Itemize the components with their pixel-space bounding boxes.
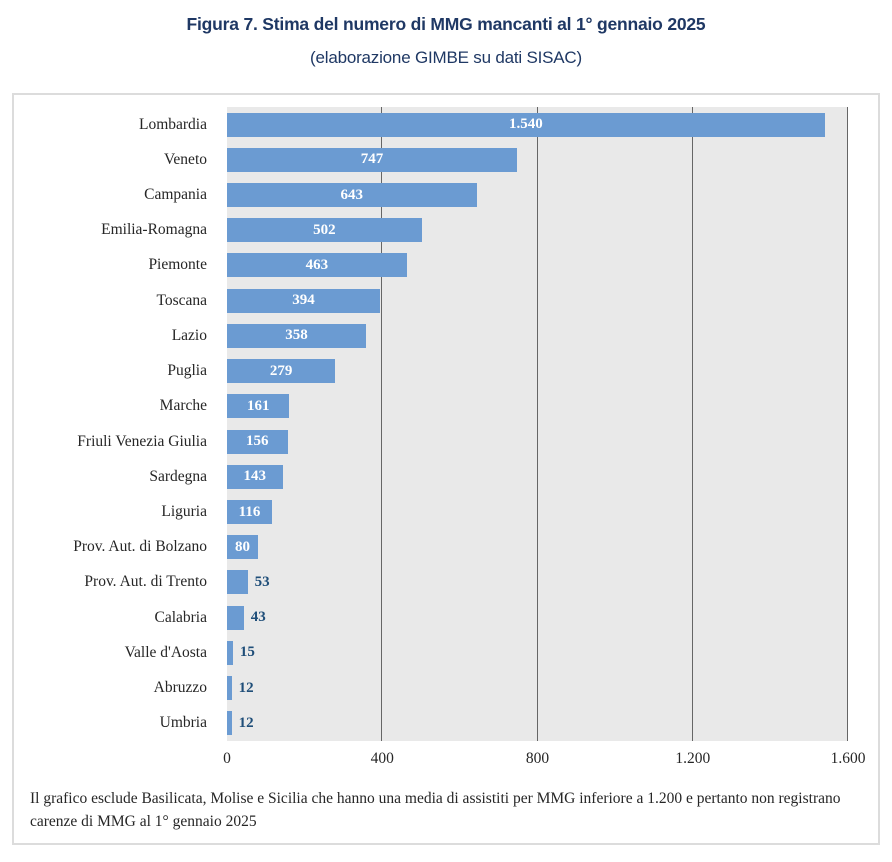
bar-row: 279 — [227, 354, 848, 389]
value-label: 156 — [246, 433, 269, 450]
value-label: 12 — [238, 679, 254, 696]
bar-row: 747 — [227, 142, 848, 177]
bar: 463 — [227, 253, 407, 278]
bar-row: 161 — [227, 389, 848, 424]
value-label: 463 — [305, 256, 329, 273]
value-label: 116 — [238, 503, 261, 520]
bar — [227, 676, 232, 701]
value-label: 43 — [250, 609, 266, 626]
category-label: Sardegna — [149, 467, 207, 485]
bar-row: 463 — [227, 248, 848, 283]
bar-row: 502 — [227, 213, 848, 248]
value-label: 1.540 — [508, 116, 543, 133]
bar-row: 12 — [227, 671, 848, 706]
category-label: Emilia-Romagna — [101, 221, 207, 239]
category-label: Prov. Aut. di Bolzano — [73, 538, 207, 556]
value-label: 747 — [360, 151, 384, 168]
bar — [227, 711, 232, 736]
value-label: 143 — [243, 468, 267, 485]
category-label: Valle d'Aosta — [124, 643, 207, 661]
category-label: Marche — [159, 397, 207, 415]
x-tick-label: 0 — [223, 750, 231, 767]
value-label: 358 — [285, 327, 308, 344]
bar-row: 80 — [227, 530, 848, 565]
category-axis: Lombardia Veneto Campania Emilia-Romagna Pie… — [14, 107, 219, 741]
figure-subtitle: (elaborazione GIMBE su dati SISAC) — [310, 48, 582, 67]
bar: 358 — [227, 323, 366, 348]
bar: 116 — [227, 500, 273, 525]
bar-row: 143 — [227, 459, 848, 494]
value-label: 53 — [254, 573, 270, 590]
plot-area: 1.540 747 643 502 463 394 358 279 161 156 143 116 80… — [227, 107, 848, 741]
value-label: 80 — [235, 538, 251, 555]
category-label: Lombardia — [138, 115, 207, 133]
bar: 747 — [227, 147, 517, 172]
x-axis: 0 400 800 1.200 1.600 — [223, 750, 865, 772]
x-tick-label: 400 — [370, 750, 394, 767]
gridline — [536, 107, 538, 741]
bar-row: 15 — [227, 635, 848, 670]
bar: 161 — [227, 394, 290, 419]
bar: 80 — [227, 535, 259, 560]
category-label: Piemonte — [148, 256, 207, 274]
figure-header: Figura 7. Stima del numero di MMG mancan… — [0, 14, 892, 68]
bar-row: 116 — [227, 494, 848, 529]
figure-footnote: Il grafico esclude Basilicata, Molise e … — [30, 790, 841, 831]
category-label: Calabria — [154, 608, 207, 626]
category-label: Campania — [144, 186, 207, 204]
bar: 1.540 — [227, 112, 825, 137]
value-label: 15 — [239, 644, 255, 661]
category-label: Abruzzo — [153, 679, 207, 697]
bar: 394 — [227, 288, 380, 313]
bar-row: 43 — [227, 600, 848, 635]
x-tick-label: 800 — [525, 750, 550, 767]
bar-row: 358 — [227, 318, 848, 353]
bar-row: 156 — [227, 424, 848, 459]
gridline — [691, 107, 693, 741]
category-label: Umbria — [159, 714, 207, 732]
category-label: Veneto — [163, 150, 207, 168]
bar: 643 — [227, 183, 477, 208]
bar-row: 53 — [227, 565, 848, 600]
bar-row: 643 — [227, 177, 848, 212]
gridline — [381, 107, 383, 741]
category-label: Puglia — [167, 362, 207, 380]
bars-layer: 1.540 747 643 502 463 394 358 279 161 156 143 116 80… — [227, 107, 848, 741]
value-label: 279 — [269, 362, 293, 379]
category-label: Friuli Venezia Giulia — [77, 432, 207, 450]
figure-frame: Lombardia Veneto Campania Emilia-Romagna Pie… — [12, 93, 880, 845]
value-label: 161 — [246, 397, 270, 414]
bar-row: 12 — [227, 706, 848, 741]
bar: 143 — [227, 464, 283, 489]
figure-title: Figura 7. Stima del numero di MMG mancan… — [186, 14, 706, 34]
bar — [227, 640, 233, 665]
bar-row: 394 — [227, 283, 848, 318]
bar — [227, 605, 244, 630]
bar: 279 — [227, 359, 336, 384]
bar-row: 1.540 — [227, 107, 848, 142]
value-label: 643 — [340, 186, 364, 203]
value-label: 502 — [313, 221, 336, 238]
gridline — [847, 107, 848, 741]
value-label: 12 — [238, 714, 254, 731]
category-label: Prov. Aut. di Trento — [84, 573, 207, 591]
bar: 156 — [227, 429, 288, 454]
bar: 502 — [227, 218, 422, 243]
category-label: Lazio — [171, 326, 207, 344]
value-label: 394 — [292, 292, 315, 309]
category-label: Liguria — [161, 503, 207, 521]
x-tick-label: 1.600 — [830, 750, 866, 767]
bar — [227, 570, 248, 595]
x-tick-label: 1.200 — [675, 750, 711, 767]
category-label: Toscana — [156, 291, 207, 309]
